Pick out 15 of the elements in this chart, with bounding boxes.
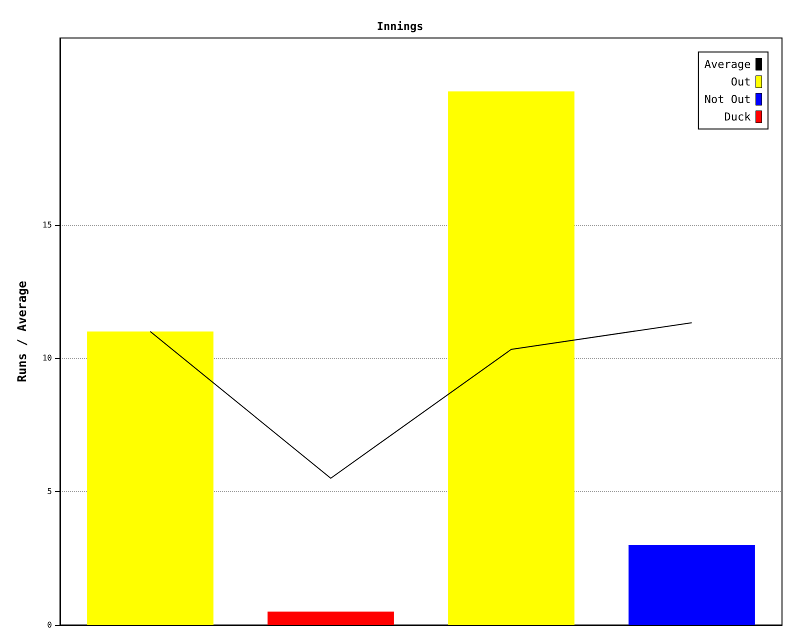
y-tick-label: 10 xyxy=(42,354,52,363)
y-tick-label: 5 xyxy=(47,487,52,496)
bar xyxy=(628,544,755,625)
legend-label: Not Out xyxy=(704,92,751,106)
legend-label: Duck xyxy=(724,110,752,124)
line-series xyxy=(150,322,692,479)
y-axis-title: Runs / Average xyxy=(15,280,29,382)
bar xyxy=(448,91,574,625)
y-tick-label: 0 xyxy=(47,620,52,630)
y-tick-label: 15 xyxy=(42,220,52,230)
bar xyxy=(268,612,394,625)
bar xyxy=(87,332,214,625)
legend-label: Average xyxy=(704,58,751,71)
chart-title: Innings xyxy=(376,20,424,33)
legend-label: Out xyxy=(730,75,751,88)
